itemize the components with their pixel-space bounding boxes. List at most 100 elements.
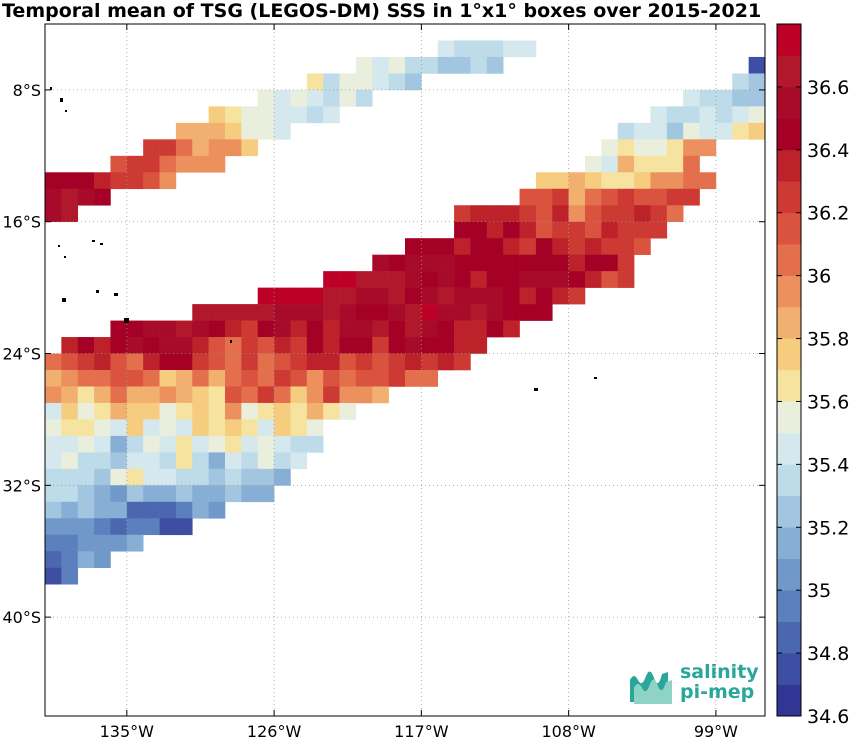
sss-cell xyxy=(143,435,160,453)
sss-cell xyxy=(421,238,439,255)
sss-cell xyxy=(110,337,128,354)
colorbar-tick-label: 35 xyxy=(807,580,831,602)
sss-cell xyxy=(45,370,62,387)
sss-cell xyxy=(126,419,144,437)
sss-cell xyxy=(339,287,357,305)
sss-cell xyxy=(503,304,520,321)
sss-cell xyxy=(257,419,275,437)
sss-cell xyxy=(208,370,226,387)
sss-cell xyxy=(110,501,128,519)
sss-cell xyxy=(355,56,373,74)
colorbar-tick-label: 34.6 xyxy=(807,706,849,728)
sss-cell xyxy=(241,139,259,157)
sss-cell xyxy=(666,155,684,173)
graticule xyxy=(45,24,765,716)
sss-cell xyxy=(372,73,389,91)
sss-cell xyxy=(535,221,553,239)
colorbar-segment xyxy=(777,275,801,308)
sss-cell xyxy=(208,402,226,420)
sss-cell xyxy=(77,518,95,536)
sss-cell xyxy=(126,468,144,486)
sss-cell xyxy=(290,353,308,371)
sss-cell xyxy=(323,353,340,371)
sss-cell xyxy=(519,40,537,58)
sss-cell xyxy=(257,353,275,371)
sss-cell xyxy=(323,320,340,338)
sss-cell xyxy=(470,320,488,338)
sss-cell xyxy=(699,139,717,157)
sss-cell xyxy=(323,304,340,321)
sss-cell xyxy=(372,56,389,74)
sss-cell xyxy=(666,205,684,223)
sss-cell xyxy=(110,155,128,173)
sss-cell xyxy=(257,287,275,305)
sss-cell xyxy=(650,122,668,140)
island xyxy=(96,290,99,293)
sss-cell xyxy=(126,320,144,338)
island xyxy=(58,245,60,247)
sss-cell xyxy=(519,205,537,223)
sss-cell xyxy=(683,188,700,206)
sss-cell xyxy=(437,320,455,338)
sss-cell xyxy=(175,353,193,371)
sss-cell xyxy=(241,419,259,437)
sss-cell xyxy=(241,468,259,486)
sss-cell xyxy=(143,485,160,503)
sss-cell xyxy=(519,238,537,255)
salinity-cells xyxy=(45,40,766,585)
sss-cell xyxy=(617,271,635,288)
sss-cell xyxy=(535,238,553,255)
sss-cell xyxy=(192,320,209,338)
sss-cell xyxy=(372,287,389,305)
y-tick-label: 24°S xyxy=(2,345,41,364)
sss-cell xyxy=(110,172,128,190)
sss-cell xyxy=(519,221,537,239)
sss-cell xyxy=(290,435,308,453)
x-tick-label: 99°W xyxy=(694,722,738,740)
sss-cell xyxy=(110,370,128,387)
y-tick-label: 16°S xyxy=(2,213,41,232)
sss-cell xyxy=(388,73,406,91)
sss-cell xyxy=(634,188,651,206)
colorbar-tick-label: 35.8 xyxy=(807,329,849,351)
sss-cell xyxy=(306,73,324,91)
sss-cell xyxy=(306,106,324,124)
colorbar-segment xyxy=(777,495,801,528)
sss-cell xyxy=(732,106,749,124)
sss-cell xyxy=(503,40,520,58)
sss-cell xyxy=(601,172,619,190)
sss-cell xyxy=(225,485,242,503)
sss-cell xyxy=(208,353,226,371)
sss-cell xyxy=(486,238,504,255)
sss-cell xyxy=(355,386,373,404)
sss-cell xyxy=(77,534,95,552)
sss-cell xyxy=(552,238,569,255)
colorbar-tick-label: 34.8 xyxy=(807,643,849,665)
sss-cell xyxy=(339,370,357,387)
sss-cell xyxy=(110,419,128,437)
sss-cell xyxy=(45,435,62,453)
sss-cell xyxy=(421,337,439,354)
sss-cell xyxy=(503,254,520,272)
sss-cell xyxy=(666,172,684,190)
sss-cell xyxy=(143,155,160,173)
sss-cell xyxy=(585,271,602,288)
sss-cell xyxy=(519,287,537,305)
sss-cell xyxy=(388,337,406,354)
colorbar-tick-label: 36 xyxy=(807,266,831,288)
sss-cell xyxy=(405,73,422,91)
sss-cell xyxy=(617,188,635,206)
sss-cell xyxy=(192,370,209,387)
sss-cell xyxy=(61,353,79,371)
sss-cell xyxy=(61,501,79,519)
sss-cell xyxy=(290,320,308,338)
colorbar-segment xyxy=(777,401,801,434)
sss-cell xyxy=(61,468,79,486)
colorbar-segment xyxy=(777,432,801,465)
sss-cell xyxy=(61,386,79,404)
sss-cell xyxy=(94,534,111,552)
sss-cell xyxy=(175,419,193,437)
sss-cell xyxy=(666,139,684,157)
sss-cell xyxy=(274,304,291,321)
sss-cell xyxy=(454,238,471,255)
